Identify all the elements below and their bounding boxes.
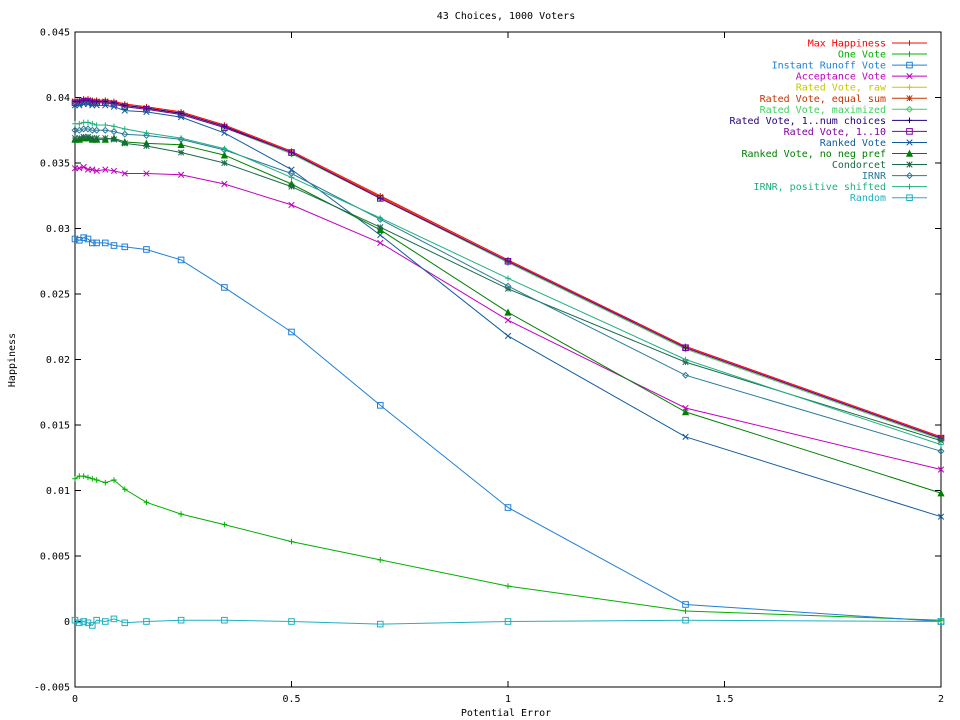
- data-point: [111, 137, 117, 143]
- chart-title: 43 Choices, 1000 Voters: [437, 11, 575, 22]
- series-group: [72, 96, 944, 628]
- y-tick-label: 0.005: [40, 552, 70, 563]
- data-point: [683, 434, 689, 440]
- data-point: [103, 480, 109, 486]
- data-point: [178, 150, 184, 156]
- data-point: [94, 477, 100, 483]
- series-14: [72, 616, 944, 628]
- legend-label: IRNR, positive shifted: [754, 182, 886, 193]
- data-point: [85, 120, 91, 126]
- data-point: [505, 275, 511, 281]
- y-tick-label: 0.035: [40, 159, 70, 170]
- legend-marker: [907, 118, 913, 124]
- data-point: [122, 126, 128, 132]
- data-point: [81, 473, 87, 479]
- legend-label: Rated Vote, 1..num choices: [729, 116, 886, 127]
- legend-label: Rated Vote, maximized: [760, 105, 886, 116]
- y-tick-label: 0.02: [46, 355, 70, 366]
- data-point: [289, 539, 295, 545]
- x-axis-label: Potential Error: [461, 708, 551, 719]
- legend-marker: [907, 184, 913, 190]
- y-tick-label: 0.01: [46, 486, 70, 497]
- data-point: [289, 167, 295, 173]
- data-point: [505, 310, 511, 316]
- y-tick-label: 0.015: [40, 421, 70, 432]
- data-point: [377, 557, 383, 563]
- legend-label: Rated Vote, raw: [796, 83, 887, 94]
- data-point: [178, 511, 184, 517]
- data-point: [377, 240, 383, 246]
- data-point: [77, 135, 83, 141]
- legend-label: Random: [850, 193, 886, 204]
- data-point: [289, 202, 295, 208]
- series-line: [75, 238, 941, 622]
- y-tick-label: 0.025: [40, 290, 70, 301]
- data-point: [111, 124, 117, 130]
- series-1: [72, 473, 944, 623]
- data-point: [77, 121, 83, 127]
- x-tick-label: 0: [72, 694, 78, 705]
- y-tick-label: 0.04: [46, 93, 70, 104]
- series-2: [72, 235, 944, 624]
- data-point: [103, 122, 109, 128]
- legend-label: Acceptance Vote: [796, 72, 886, 83]
- data-point: [94, 122, 100, 128]
- data-point: [222, 160, 228, 166]
- legend-label: Rated Vote, 1..10: [784, 127, 886, 138]
- data-point: [90, 476, 96, 482]
- series-line: [75, 476, 941, 620]
- data-point: [222, 522, 228, 528]
- data-point: [72, 476, 78, 482]
- data-point: [683, 608, 689, 614]
- y-tick-label: 0.03: [46, 224, 70, 235]
- x-tick-label: 0.5: [282, 694, 300, 705]
- data-point: [85, 134, 91, 140]
- data-point: [505, 583, 511, 589]
- legend-label: Instant Runoff Vote: [772, 61, 886, 72]
- y-tick-label: 0: [64, 617, 70, 628]
- legend-label: One Vote: [838, 50, 886, 61]
- legend-label: Ranked Vote: [820, 138, 886, 149]
- data-point: [144, 499, 150, 505]
- data-point: [289, 184, 295, 190]
- legend-marker: [907, 51, 913, 57]
- data-point: [103, 135, 109, 141]
- x-tick-label: 1.5: [715, 694, 733, 705]
- data-point: [144, 143, 150, 149]
- data-point: [505, 333, 511, 339]
- data-point: [90, 121, 96, 127]
- legend-label: Condorcet: [832, 160, 886, 171]
- legend-marker: [907, 162, 913, 168]
- y-tick-label: -0.005: [34, 683, 70, 694]
- x-tick-label: 1: [505, 694, 511, 705]
- data-point: [289, 175, 295, 181]
- legend-label: Rated Vote, equal sum: [760, 94, 886, 105]
- data-point: [938, 490, 944, 496]
- legend-marker: [907, 84, 913, 90]
- series-line: [75, 167, 941, 470]
- legend-label: Ranked Vote, no neg pref: [742, 149, 887, 160]
- series-0: [72, 96, 944, 440]
- legend-marker: [907, 95, 913, 101]
- data-point: [377, 224, 383, 230]
- data-point: [122, 141, 128, 147]
- legend-label: IRNR: [862, 171, 887, 182]
- data-point: [505, 317, 511, 323]
- y-axis-label: Happiness: [7, 333, 18, 387]
- series-3: [72, 164, 944, 472]
- legend-marker: [907, 40, 913, 46]
- y-tick-label: 0.045: [40, 28, 70, 39]
- data-point: [85, 475, 91, 481]
- data-point: [94, 135, 100, 141]
- legend-label: Max Happiness: [808, 39, 886, 50]
- x-tick-label: 2: [938, 694, 944, 705]
